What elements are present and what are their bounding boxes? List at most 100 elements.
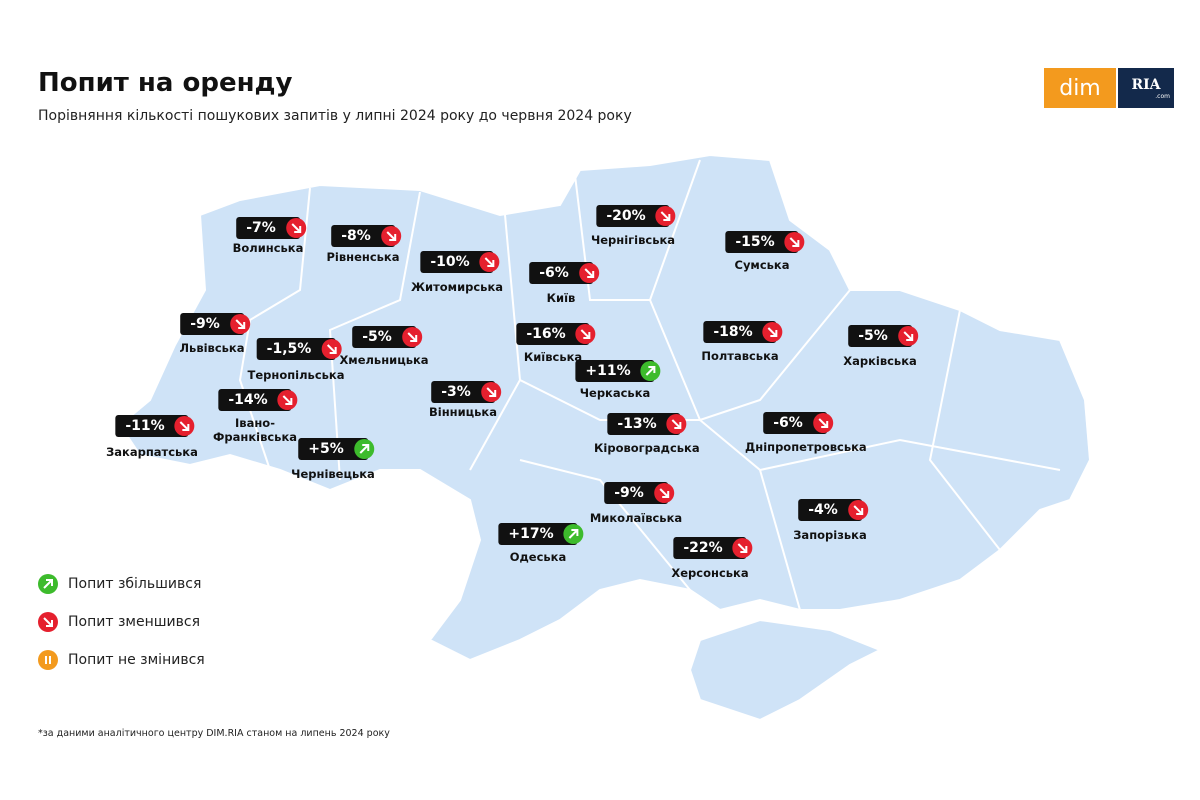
change-badge: -5%: [848, 325, 918, 347]
region-name: Волинська: [232, 241, 304, 255]
trend-icon: [578, 263, 599, 283]
change-badge: -6%: [763, 412, 833, 434]
change-value: -18%: [713, 324, 753, 340]
region-name: Дніпропетровська: [745, 440, 867, 454]
region-name: Закарпатська: [106, 445, 198, 459]
region-name: Чернівецька: [291, 467, 375, 481]
region-name: Черкаська: [579, 386, 651, 400]
trend-arrow: [645, 366, 656, 376]
trend-icon: [784, 232, 805, 252]
region-name: Житомирська: [410, 280, 504, 294]
change-value: -10%: [430, 254, 470, 270]
logo-suffix: .com: [1155, 92, 1170, 100]
change-value: -13%: [617, 416, 657, 432]
change-badge: -15%: [725, 231, 805, 253]
trend-icon: [563, 524, 584, 544]
change-value: -16%: [526, 326, 566, 342]
trend-icon: [640, 361, 661, 381]
legend-label: Попит не змінився: [68, 652, 205, 668]
trend-arrow: [818, 418, 828, 428]
change-badge: -20%: [596, 205, 676, 227]
logo-ria: RIA .com: [1118, 68, 1174, 108]
region-name: Сумська: [734, 258, 790, 272]
crimea-outline: [688, 618, 883, 722]
change-value: -15%: [735, 234, 775, 250]
change-badge: -4%: [798, 499, 868, 521]
trend-arrow: [291, 223, 301, 233]
change-value: -8%: [341, 228, 371, 244]
change-value: -9%: [614, 485, 644, 501]
trend-icon: [174, 416, 195, 436]
trend-icon: [321, 339, 342, 359]
change-badge: +17%: [498, 523, 584, 545]
trend-arrow: [484, 257, 495, 267]
region-name: Івано-Франківська: [212, 416, 298, 444]
trend-arrow: [767, 327, 778, 337]
region-name: Львівська: [179, 341, 245, 355]
change-value: -5%: [858, 328, 888, 344]
region-name: Полтавська: [701, 349, 779, 363]
title: Попит на оренду: [38, 68, 293, 98]
trend-icon: [401, 327, 422, 347]
trend-icon: [812, 413, 833, 433]
trend-arrow: [386, 231, 396, 241]
trend-arrow: [659, 488, 669, 498]
trend-icon: [380, 226, 401, 246]
change-value: -4%: [808, 502, 838, 518]
region-name: Херсонська: [671, 566, 749, 580]
legend-item: Попит не змінився: [38, 650, 205, 670]
trend-icon: [732, 538, 753, 558]
change-badge: -22%: [673, 537, 753, 559]
change-value: +17%: [508, 526, 554, 542]
change-badge: +5%: [298, 438, 374, 460]
region-name: Тернопільська: [247, 368, 345, 382]
change-value: -11%: [125, 418, 165, 434]
change-value: -7%: [246, 220, 276, 236]
trend-icon: [479, 252, 500, 272]
change-value: +5%: [308, 441, 344, 457]
trend-arrow: [903, 331, 913, 341]
change-badge: -18%: [703, 321, 783, 343]
trend-arrow: [584, 268, 594, 278]
region-name: Київ: [546, 291, 576, 305]
trend-arrow: [789, 237, 800, 247]
change-badge: -14%: [218, 389, 298, 411]
ukraine-outline: [118, 153, 1092, 662]
change-badge: -7%: [236, 217, 306, 239]
change-badge: -10%: [420, 251, 500, 273]
change-badge: -11%: [115, 415, 195, 437]
region-name: Миколаївська: [589, 511, 683, 525]
trend-icon: [285, 218, 306, 238]
trend-arrow: [737, 543, 748, 553]
trend-icon: [847, 500, 868, 520]
trend-arrow: [235, 319, 245, 329]
trend-arrow: [486, 387, 496, 397]
change-badge: -6%: [529, 262, 599, 284]
change-badge: -3%: [431, 381, 501, 403]
trend-icon: [480, 382, 501, 402]
trend-arrow: [179, 421, 190, 431]
region-name: Чернігівська: [590, 233, 676, 247]
change-value: -1,5%: [266, 341, 312, 357]
legend-label: Попит зменшився: [68, 614, 201, 630]
trend-icon: [762, 322, 783, 342]
subtitle: Порівняння кількості пошукових запитів у…: [38, 108, 632, 124]
change-value: -3%: [441, 384, 471, 400]
change-value: -6%: [773, 415, 803, 431]
trend-arrow: [671, 419, 682, 429]
trend-icon: [353, 439, 374, 459]
change-badge: -1,5%: [256, 338, 342, 360]
region-name: Запорізька: [793, 528, 867, 542]
trend-icon: [655, 206, 676, 226]
trend-arrow: [43, 579, 53, 589]
legend-label: Попит збільшився: [68, 576, 202, 592]
trend-arrow: [568, 529, 579, 539]
legend-item: Попит збільшився: [38, 574, 201, 594]
change-value: -14%: [228, 392, 268, 408]
region-name: Вінницька: [428, 405, 498, 419]
change-value: -20%: [606, 208, 646, 224]
legend-item: Попит зменшився: [38, 612, 200, 632]
region-name: Київська: [523, 350, 583, 364]
